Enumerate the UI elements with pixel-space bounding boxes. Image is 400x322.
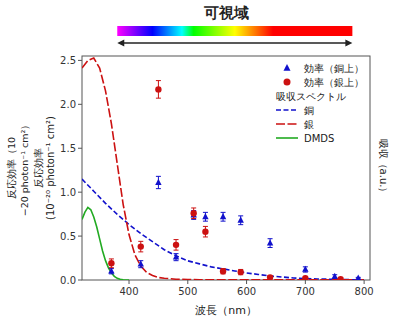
efficiency-point (237, 217, 243, 223)
y-tick (78, 60, 82, 61)
error-bar (221, 269, 226, 274)
x-tick-label: 600 (237, 286, 256, 297)
efficiency-point (302, 266, 308, 272)
legend-entry: 効率（銅上） (304, 63, 364, 74)
legend-handle (284, 64, 291, 71)
efficiency-point (108, 268, 114, 274)
visible-spectrum (117, 26, 352, 36)
y2-axis-label: 吸収（a.u.） (378, 139, 389, 198)
efficiency-point (108, 260, 114, 266)
absorption-line (82, 58, 364, 280)
legend-handle (276, 123, 298, 125)
y-axis-label: 反応効率(10⁻²⁰ photon⁻¹ cm²) (33, 116, 56, 220)
y-tick-label: 0.0 (60, 275, 76, 286)
efficiency-point (337, 276, 343, 280)
efficiency-point (267, 239, 273, 245)
x-tick (364, 280, 365, 284)
x-tick-label: 700 (296, 286, 315, 297)
error-bar (109, 259, 114, 268)
error-bar (238, 216, 243, 225)
chart: 可視域 400 500 600 700 800 0.0 0.5 1.0 1.5 2.0 2.5 波長（n… (0, 0, 400, 322)
y-tick-label: 1.5 (60, 143, 76, 154)
error-bar (138, 241, 143, 252)
title: 可視域 (203, 4, 249, 22)
error-bar (203, 212, 208, 221)
efficiency-point (173, 253, 179, 259)
plot-area (82, 58, 364, 280)
x-tick (246, 280, 247, 284)
efficiency-point (355, 275, 361, 280)
x-axis-label: 波長（nm） (195, 304, 257, 317)
y-tick (78, 104, 82, 105)
y-tick-label: 2.0 (60, 99, 76, 110)
absorption-line (82, 207, 129, 280)
legend-handle (284, 79, 291, 86)
arrow-head (117, 40, 352, 47)
absorption-line (82, 179, 364, 280)
x-tick-label: 400 (119, 286, 138, 297)
error-bar (238, 269, 243, 274)
efficiency-point (220, 268, 226, 274)
efficiency-point (302, 275, 308, 280)
legend-handle (276, 109, 298, 111)
error-bar (174, 254, 179, 261)
y-tick (78, 236, 82, 237)
error-bar (156, 176, 161, 188)
legend-entry: 銅 (304, 105, 314, 116)
error-bar (203, 226, 208, 237)
error-bar (156, 81, 161, 99)
legend: 効率（銅上） 効率（銀上） 吸収スペクトル銅銀 DMDS (276, 63, 364, 144)
range-arrow (123, 42, 346, 43)
x-tick-label: 800 (355, 286, 374, 297)
y-tick-label: 0.5 (60, 231, 76, 242)
x-tick-label: 500 (178, 286, 197, 297)
error-bar (221, 212, 226, 221)
efficiency-point (237, 269, 243, 275)
error-bar (268, 239, 273, 248)
y-tick-label: 2.5 (60, 55, 76, 66)
error-bar (174, 240, 179, 251)
legend-entry: 効率（銀上） (304, 77, 364, 88)
x-tick (305, 280, 306, 284)
efficiency-point (267, 274, 273, 280)
efficiency-point (202, 228, 208, 234)
y-tick-label: 1.0 (60, 187, 76, 198)
legend-section-title: 吸収スペクトル (276, 91, 346, 102)
error-bar (191, 208, 196, 219)
legend-handle (276, 137, 298, 139)
y-tick (78, 148, 82, 149)
annotation: 反応効率（10 (6, 137, 17, 199)
efficiency-point (190, 210, 196, 216)
plot-frame (82, 56, 370, 280)
error-bar (138, 261, 143, 268)
y-tick (78, 192, 82, 193)
efficiency-point (220, 213, 226, 219)
efficiency-point (155, 179, 161, 185)
efficiency-point (155, 86, 161, 92)
efficiency-point (173, 242, 179, 248)
efficiency-point (138, 261, 144, 267)
x-tick (129, 280, 130, 284)
x-tick (187, 280, 188, 284)
efficiency-point (202, 213, 208, 219)
efficiency-point (332, 273, 338, 279)
efficiency-point (138, 243, 144, 249)
annotation: −20 photon⁻¹ cm²） (19, 120, 30, 217)
y-tick (78, 280, 82, 281)
legend-entry: 銀 (304, 119, 314, 130)
legend-entry: DMDS (304, 133, 334, 144)
